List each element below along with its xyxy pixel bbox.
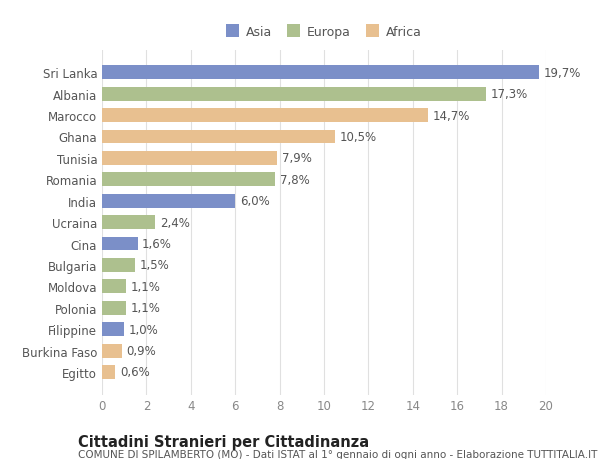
Text: 0,9%: 0,9% — [127, 344, 156, 357]
Text: 10,5%: 10,5% — [340, 131, 377, 144]
Bar — [102, 151, 277, 166]
Text: 1,1%: 1,1% — [131, 302, 161, 314]
Text: 7,9%: 7,9% — [282, 152, 311, 165]
Text: 1,0%: 1,0% — [128, 323, 158, 336]
Bar — [102, 237, 137, 251]
Text: 2,4%: 2,4% — [160, 216, 190, 229]
Bar — [102, 365, 115, 379]
Text: COMUNE DI SPILAMBERTO (MO) - Dati ISTAT al 1° gennaio di ogni anno - Elaborazion: COMUNE DI SPILAMBERTO (MO) - Dati ISTAT … — [78, 449, 598, 459]
Text: 7,8%: 7,8% — [280, 174, 310, 186]
Bar — [102, 130, 335, 144]
Bar — [102, 344, 122, 358]
Text: 14,7%: 14,7% — [433, 109, 470, 122]
Text: 1,6%: 1,6% — [142, 237, 172, 251]
Bar — [102, 109, 428, 123]
Bar — [102, 88, 486, 101]
Text: 17,3%: 17,3% — [491, 88, 528, 101]
Bar — [102, 66, 539, 80]
Text: 1,5%: 1,5% — [140, 259, 169, 272]
Text: 6,0%: 6,0% — [239, 195, 269, 208]
Bar — [102, 280, 127, 294]
Bar — [102, 194, 235, 208]
Bar — [102, 301, 127, 315]
Bar — [102, 173, 275, 187]
Text: 19,7%: 19,7% — [544, 67, 581, 79]
Text: Cittadini Stranieri per Cittadinanza: Cittadini Stranieri per Cittadinanza — [78, 434, 369, 449]
Legend: Asia, Europa, Africa: Asia, Europa, Africa — [222, 22, 426, 43]
Bar — [102, 216, 155, 230]
Bar — [102, 323, 124, 336]
Text: 1,1%: 1,1% — [131, 280, 161, 293]
Text: 0,6%: 0,6% — [120, 366, 149, 379]
Bar — [102, 258, 136, 272]
